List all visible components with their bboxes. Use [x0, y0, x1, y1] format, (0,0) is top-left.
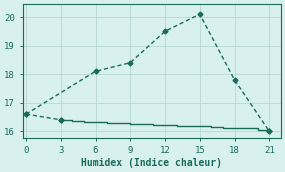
X-axis label: Humidex (Indice chaleur): Humidex (Indice chaleur) [81, 158, 222, 168]
